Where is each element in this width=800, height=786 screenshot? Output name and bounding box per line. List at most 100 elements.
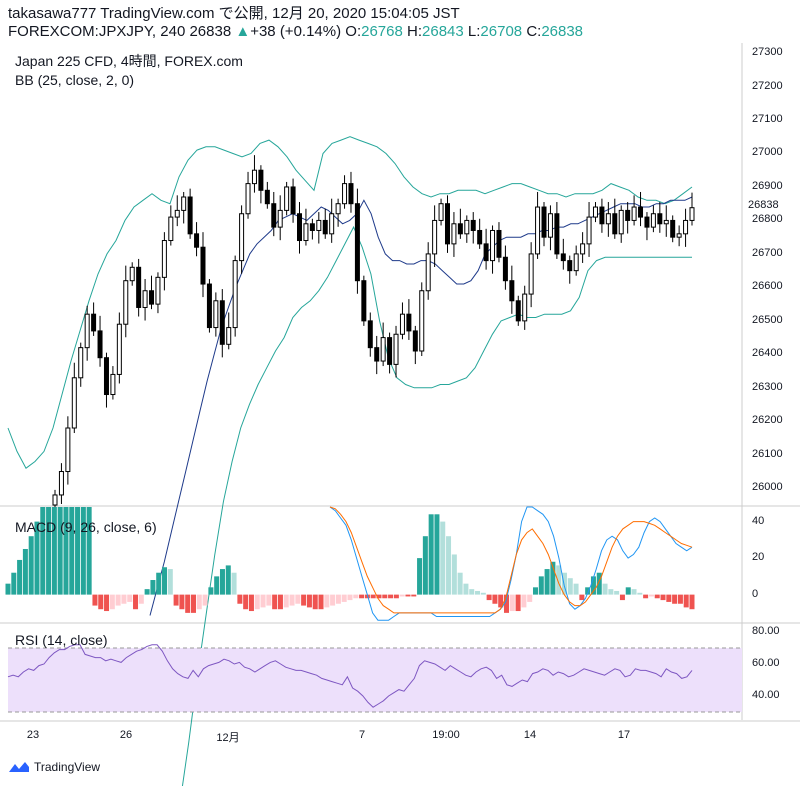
macd-histogram-bar <box>579 594 585 601</box>
price-tick-label: 26500 <box>752 313 783 326</box>
candle-body <box>161 240 167 278</box>
candle-body <box>181 196 187 211</box>
candle-body <box>264 189 270 205</box>
macd-histogram-bar <box>643 594 649 599</box>
macd-histogram-bar <box>341 594 347 602</box>
candle-body <box>361 280 367 322</box>
rsi-indicator-label[interactable]: RSI (14, close) <box>15 632 108 648</box>
candle-body <box>226 327 232 345</box>
candle-body <box>419 290 425 352</box>
macd-histogram-bar <box>475 590 481 595</box>
candle-body <box>52 494 58 506</box>
candle-body <box>412 330 418 352</box>
open-value: 26768 <box>361 23 403 40</box>
candle-body <box>528 253 534 295</box>
price-change: +38 (+0.14%) <box>250 23 342 40</box>
macd-histogram-bar <box>660 594 666 601</box>
bb-indicator-label[interactable]: BB (25, close, 2, 0) <box>15 72 135 88</box>
macd-line <box>329 506 693 621</box>
candle-body <box>567 260 573 272</box>
candle-body <box>657 213 663 225</box>
candle-body <box>239 213 245 262</box>
candle-body <box>592 206 598 218</box>
candle-body <box>258 169 264 191</box>
candle-body <box>554 213 560 255</box>
macd-histogram-bar <box>260 594 266 608</box>
tradingview-branding[interactable]: TradingView <box>8 760 100 774</box>
macd-histogram-bar <box>318 594 324 610</box>
candlestick-series <box>52 155 695 511</box>
macd-histogram-bar <box>133 594 139 610</box>
macd-histogram-bar <box>463 583 469 595</box>
macd-histogram-bar <box>672 594 678 604</box>
open-label: O: <box>345 23 362 40</box>
macd-histogram-bar <box>51 507 57 595</box>
candle-body <box>103 357 109 396</box>
high-label: H: <box>407 23 423 40</box>
price-tick-label: 27200 <box>752 79 783 92</box>
candle-body <box>406 313 412 332</box>
bb-lower-band <box>181 225 692 786</box>
last-price-label: 26838 <box>748 199 779 211</box>
candle-body <box>374 347 380 362</box>
macd-histogram-bar <box>689 594 695 610</box>
macd-histogram-bar <box>5 583 11 595</box>
macd-histogram-bar <box>376 594 382 599</box>
candle-body <box>470 219 476 231</box>
candle-body <box>335 203 341 215</box>
main-pane-title: Japan 225 CFD, 4時間, FOREX.com <box>15 53 243 69</box>
candle-body <box>200 246 206 285</box>
candle-body <box>509 280 515 302</box>
candle-body <box>573 253 579 272</box>
rsi-tick-label: 40.00 <box>752 689 780 701</box>
candle-body <box>284 186 290 211</box>
price-tick-label: 27100 <box>752 113 783 125</box>
macd-histogram-bar <box>104 594 110 612</box>
macd-histogram-bar <box>69 507 75 595</box>
macd-histogram-bar <box>11 572 17 595</box>
price-tick-label: 26900 <box>752 179 783 192</box>
change-arrow-icon: ▲ <box>235 23 251 40</box>
macd-histogram-bar <box>214 576 220 595</box>
time-tick-label: 17 <box>617 729 631 741</box>
macd-histogram-bar <box>289 594 295 606</box>
rsi-band-fill <box>8 648 742 712</box>
symbol-price: FOREXCOM:JPXJPY, 240 26838 <box>8 23 232 40</box>
candle-body <box>457 223 463 235</box>
macd-histogram-bar <box>306 594 312 608</box>
macd-histogram-bar <box>312 594 318 610</box>
macd-histogram-bar <box>422 536 428 595</box>
candle-body <box>451 223 457 245</box>
macd-histogram-bar <box>80 507 86 595</box>
macd-histogram-bar <box>353 594 359 599</box>
macd-histogram-bar <box>683 594 689 608</box>
macd-histogram-bar <box>277 594 283 610</box>
macd-histogram-bar <box>446 536 452 595</box>
candle-body <box>354 203 360 282</box>
macd-histogram-bar <box>648 594 654 597</box>
macd-histogram-bar <box>109 594 115 610</box>
macd-histogram-bar <box>614 590 620 595</box>
macd-histogram-bar <box>156 572 162 595</box>
candle-body <box>522 293 528 322</box>
candle-body <box>303 223 309 242</box>
candle-body <box>683 219 689 235</box>
macd-histogram-bar <box>434 514 440 595</box>
macd-tick-label: 20 <box>752 551 765 564</box>
macd-histogram-bar <box>631 589 637 595</box>
candle-body <box>676 233 682 238</box>
candle-body <box>194 233 200 248</box>
candle-body <box>580 243 586 255</box>
candle-body <box>129 266 135 282</box>
macd-histogram-bar <box>532 587 538 595</box>
macd-histogram-bar <box>138 594 144 604</box>
macd-indicator-label[interactable]: MACD (9, 26, close, 6) <box>15 519 157 535</box>
candle-body <box>541 206 547 238</box>
macd-histogram-bar <box>248 594 254 612</box>
macd-histogram-bar <box>272 594 278 610</box>
candle-body <box>168 216 174 242</box>
tradingview-text: TradingView <box>34 760 101 774</box>
macd-histogram-bar <box>173 594 179 606</box>
time-tick-label: 7 <box>358 729 366 741</box>
